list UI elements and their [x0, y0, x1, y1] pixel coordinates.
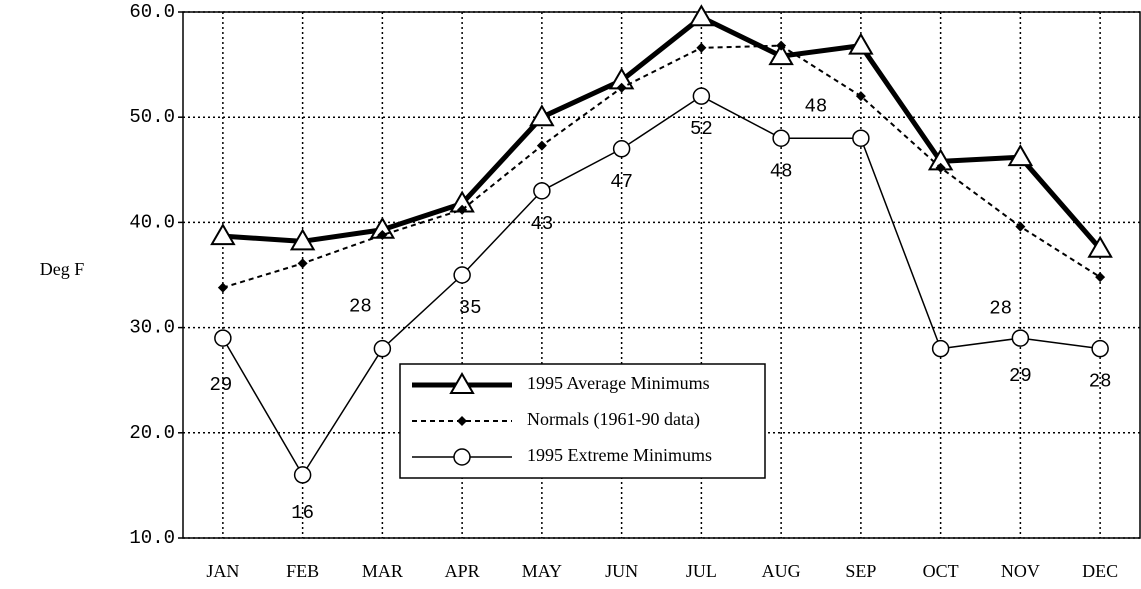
marker — [214, 329, 232, 347]
series-line — [222, 44, 1101, 289]
y-tick-label: 50.0 — [129, 106, 175, 128]
x-tick-label: JUN — [605, 561, 638, 581]
data-label: 28 — [989, 298, 1012, 320]
marker — [217, 282, 228, 293]
marker — [1007, 144, 1034, 167]
legend-label: 1995 Extreme Minimums — [527, 445, 712, 465]
data-label: 43 — [530, 213, 553, 235]
x-tick-label: SEP — [845, 561, 876, 581]
data-label: 47 — [610, 171, 633, 193]
data-label: 29 — [209, 374, 232, 396]
legend-label: 1995 Average Minimums — [527, 373, 710, 393]
series-line — [222, 14, 1103, 251]
data-label: 52 — [690, 118, 713, 140]
marker — [297, 258, 308, 269]
data-label: 28 — [349, 296, 372, 318]
marker — [1011, 329, 1030, 347]
marker — [768, 43, 794, 66]
data-label: 28 — [1089, 371, 1112, 393]
marker — [1015, 221, 1026, 232]
marker — [373, 339, 392, 358]
marker — [293, 466, 312, 484]
marker — [377, 230, 388, 241]
y-tick-label: 60.0 — [129, 1, 175, 23]
marker — [616, 82, 627, 93]
marker — [453, 266, 471, 284]
marker — [457, 204, 468, 215]
marker — [931, 339, 950, 358]
x-tick-label: MAR — [362, 561, 403, 581]
x-tick-label: MAY — [522, 561, 562, 581]
marker — [772, 129, 790, 147]
series-line — [222, 95, 1101, 476]
marker — [696, 42, 707, 53]
x-tick-label: AUG — [762, 561, 801, 581]
legend: 1995 Average Minimums Normals (1961-90 da… — [399, 363, 766, 479]
marker — [533, 182, 551, 200]
marker — [1095, 272, 1106, 283]
marker — [935, 162, 946, 173]
marker — [855, 91, 866, 102]
y-tick-label: 30.0 — [129, 317, 175, 339]
marker — [612, 140, 631, 158]
x-tick-label: JUL — [686, 561, 717, 581]
marker — [449, 372, 475, 394]
x-tick-label: DEC — [1082, 561, 1118, 581]
marker — [457, 416, 467, 426]
marker — [1087, 235, 1113, 258]
y-axis-label: Deg F — [40, 259, 85, 279]
data-label: 35 — [459, 297, 482, 319]
y-tick-label: 20.0 — [129, 422, 175, 444]
data-label: 48 — [770, 160, 793, 182]
x-tick-label: NOV — [1001, 561, 1040, 581]
x-tick-label: FEB — [286, 561, 319, 581]
data-label: 29 — [1009, 365, 1032, 387]
marker — [852, 129, 870, 147]
plot-border — [182, 11, 1141, 539]
marker — [848, 32, 874, 55]
marker — [289, 228, 316, 251]
data-label: 48 — [804, 95, 827, 117]
data-label: 16 — [291, 502, 314, 524]
y-tick-label: 40.0 — [129, 211, 175, 233]
x-tick-label: OCT — [923, 561, 959, 581]
marker — [536, 140, 547, 151]
legend-label: Normals (1961-90 data) — [527, 409, 700, 430]
marker — [688, 4, 715, 27]
marker — [453, 448, 471, 466]
marker — [529, 104, 555, 127]
marker — [210, 223, 236, 246]
marker — [776, 40, 787, 51]
y-tick-label: 10.0 — [129, 527, 175, 549]
x-tick-label: JAN — [206, 561, 239, 581]
marker — [692, 87, 711, 105]
marker — [1091, 339, 1109, 358]
x-tick-label: APR — [445, 561, 480, 581]
